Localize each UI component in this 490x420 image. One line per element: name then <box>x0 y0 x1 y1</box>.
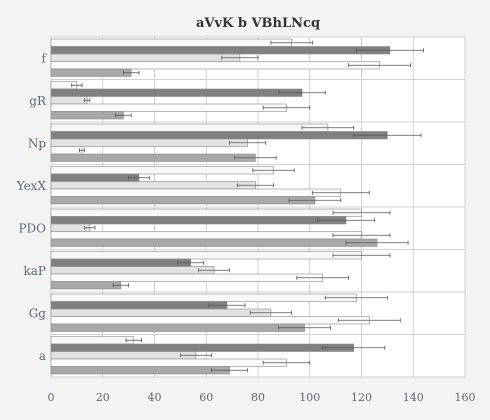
bar <box>50 351 197 360</box>
x-tick-label: 40 <box>148 391 162 404</box>
bar <box>50 301 228 310</box>
bar <box>50 131 388 140</box>
bar <box>50 343 355 352</box>
bar <box>50 231 362 240</box>
bars <box>50 38 425 375</box>
bar <box>50 273 323 282</box>
bar <box>50 46 391 55</box>
bar <box>50 61 380 70</box>
bar <box>50 111 124 120</box>
y-tick-label: YexX <box>16 179 47 193</box>
bar <box>50 323 305 332</box>
x-tick-label: 120 <box>351 391 372 404</box>
bar <box>50 293 357 302</box>
bar <box>50 258 192 267</box>
y-tick-label: kaP <box>24 264 47 278</box>
bar <box>50 366 230 375</box>
bar <box>50 336 135 345</box>
x-tick-label: 140 <box>403 391 424 404</box>
bar <box>50 123 329 132</box>
chart-title: aVvK b VBhLNcq <box>196 16 320 31</box>
bar <box>50 173 140 182</box>
bar <box>50 358 287 367</box>
bar <box>50 103 287 112</box>
bar <box>50 153 256 162</box>
bar <box>50 88 303 97</box>
x-tick-label: 80 <box>251 391 265 404</box>
bar <box>50 166 274 175</box>
x-axis-tick-labels: 0 20 40 60 80 100 120 140 160 <box>48 391 476 404</box>
bar <box>50 308 272 317</box>
bar <box>50 138 248 147</box>
y-tick-label: gR <box>29 94 47 108</box>
bar <box>50 146 83 155</box>
x-tick-label: 0 <box>48 391 55 404</box>
x-tick-label: 20 <box>96 391 110 404</box>
x-tick-label: 100 <box>299 391 320 404</box>
bar <box>50 266 215 275</box>
y-tick-label: f <box>42 51 48 65</box>
bar <box>50 188 342 197</box>
y-tick-label: PDO <box>18 221 46 235</box>
x-tick-label: 160 <box>455 391 476 404</box>
bar <box>50 208 362 217</box>
y-axis-tick-labels: f gR Np YexX PDO kaP Gg a <box>16 51 48 363</box>
bar <box>50 281 122 290</box>
x-tick-label: 60 <box>199 391 213 404</box>
bar <box>50 68 132 77</box>
bar <box>50 181 256 190</box>
y-tick-label: Gg <box>29 306 47 320</box>
bar <box>50 196 316 205</box>
bar <box>50 53 241 62</box>
bar <box>50 96 88 105</box>
bar <box>50 316 370 325</box>
bar <box>50 216 347 225</box>
y-tick-label: a <box>39 349 46 363</box>
bar <box>50 238 378 247</box>
y-tick-label: Np <box>28 136 47 150</box>
bar <box>50 223 91 232</box>
bar <box>50 251 362 260</box>
bar <box>50 38 292 47</box>
